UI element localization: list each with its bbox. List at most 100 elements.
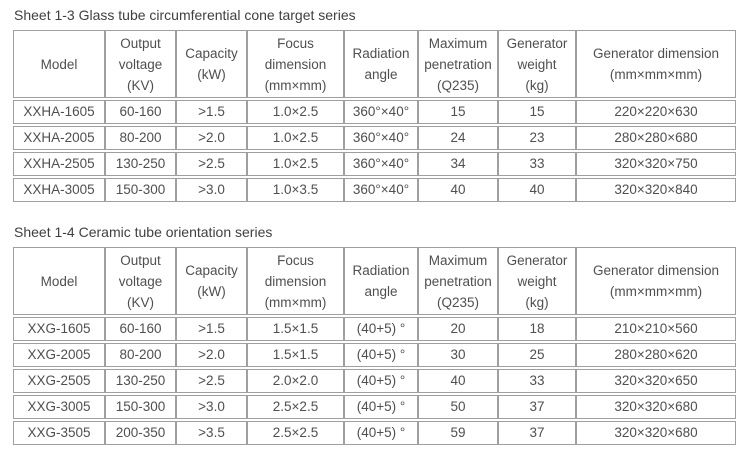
cell-model: XXG-2505: [13, 369, 105, 393]
column-header-max-penetration: Maximum penetration (Q235): [418, 247, 498, 315]
cell-radiation-angle: 360°×40°: [344, 100, 418, 124]
cell-focus-dimension: 1.5×1.5: [247, 343, 344, 367]
cell-max-penetration: 40: [418, 178, 498, 202]
cell-output-voltage: 130-250: [105, 369, 176, 393]
cell-output-voltage: 200-350: [105, 421, 176, 445]
cell-generator-dimension: 210×210×560: [576, 317, 736, 341]
column-header-focus-dimension: Focus dimension (mm×mm): [247, 247, 344, 315]
column-header-model: Model: [13, 247, 105, 315]
cell-output-voltage: 130-250: [105, 152, 176, 176]
column-header-generator-weight: Generator weight (kg): [498, 247, 576, 315]
cell-generator-weight: 15: [498, 100, 576, 124]
cell-generator-dimension: 320×320×650: [576, 369, 736, 393]
cell-radiation-angle: (40+5) °: [344, 395, 418, 419]
table-row: XXHA-2005 80-200 >2.0 1.0×2.5 360°×40° 2…: [13, 126, 736, 150]
cell-radiation-angle: (40+5) °: [344, 343, 418, 367]
cell-radiation-angle: (40+5) °: [344, 369, 418, 393]
cell-model: XXHA-1605: [13, 100, 105, 124]
ceramic-tube-spec-table: Model Output voltage (KV) Capacity (kW) …: [13, 245, 736, 447]
column-header-output-voltage: Output voltage (KV): [105, 247, 176, 315]
sheet-1-3-title: Sheet 1-3 Glass tube circumferential con…: [14, 7, 356, 23]
cell-generator-dimension: 280×280×620: [576, 343, 736, 367]
cell-focus-dimension: 1.0×2.5: [247, 100, 344, 124]
cell-max-penetration: 30: [418, 343, 498, 367]
cell-radiation-angle: (40+5) °: [344, 421, 418, 445]
cell-generator-weight: 37: [498, 395, 576, 419]
cell-max-penetration: 34: [418, 152, 498, 176]
cell-radiation-angle: 360°×40°: [344, 152, 418, 176]
cell-output-voltage: 80-200: [105, 343, 176, 367]
cell-max-penetration: 15: [418, 100, 498, 124]
cell-max-penetration: 24: [418, 126, 498, 150]
cell-generator-dimension: 320×320×680: [576, 395, 736, 419]
cell-generator-dimension: 320×320×840: [576, 178, 736, 202]
column-header-output-voltage: Output voltage (KV): [105, 30, 176, 98]
cell-generator-weight: 40: [498, 178, 576, 202]
column-header-generator-weight: Generator weight (kg): [498, 30, 576, 98]
cell-max-penetration: 40: [418, 369, 498, 393]
cell-focus-dimension: 1.0×2.5: [247, 152, 344, 176]
cell-capacity: >3.0: [176, 395, 247, 419]
cell-capacity: >3.0: [176, 178, 247, 202]
table-row: XXG-3005 150-300 >3.0 2.5×2.5 (40+5) ° 5…: [13, 395, 736, 419]
table-row: XXG-2505 130-250 >2.5 2.0×2.0 (40+5) ° 4…: [13, 369, 736, 393]
glass-tube-spec-table: Model Output voltage (KV) Capacity (kW) …: [13, 28, 736, 204]
cell-generator-weight: 23: [498, 126, 576, 150]
cell-output-voltage: 60-160: [105, 100, 176, 124]
table-row: XXG-3505 200-350 >3.5 2.5×2.5 (40+5) ° 5…: [13, 421, 736, 445]
column-header-radiation-angle: Radiation angle: [344, 247, 418, 315]
cell-output-voltage: 150-300: [105, 178, 176, 202]
cell-output-voltage: 80-200: [105, 126, 176, 150]
cell-model: XXHA-2005: [13, 126, 105, 150]
cell-generator-weight: 33: [498, 152, 576, 176]
cell-focus-dimension: 1.5×1.5: [247, 317, 344, 341]
cell-model: XXHA-2505: [13, 152, 105, 176]
cell-focus-dimension: 2.0×2.0: [247, 369, 344, 393]
column-header-model: Model: [13, 30, 105, 98]
column-header-max-penetration: Maximum penetration (Q235): [418, 30, 498, 98]
cell-model: XXG-3505: [13, 421, 105, 445]
ceramic-tube-section: Sheet 1-4 Ceramic tube orientation serie…: [13, 224, 750, 447]
column-header-radiation-angle: Radiation angle: [344, 30, 418, 98]
cell-max-penetration: 20: [418, 317, 498, 341]
cell-generator-weight: 25: [498, 343, 576, 367]
cell-capacity: >2.0: [176, 343, 247, 367]
cell-radiation-angle: 360°×40°: [344, 126, 418, 150]
cell-focus-dimension: 1.0×2.5: [247, 126, 344, 150]
cell-max-penetration: 59: [418, 421, 498, 445]
sheet-1-4-title: Sheet 1-4 Ceramic tube orientation serie…: [14, 224, 273, 240]
column-header-generator-dimension: Generator dimension (mm×mm×mm): [576, 247, 736, 315]
column-header-capacity: Capacity (kW): [176, 247, 247, 315]
cell-generator-dimension: 280×280×680: [576, 126, 736, 150]
cell-capacity: >3.5: [176, 421, 247, 445]
cell-generator-weight: 33: [498, 369, 576, 393]
cell-focus-dimension: 2.5×2.5: [247, 421, 344, 445]
column-header-focus-dimension: Focus dimension (mm×mm): [247, 30, 344, 98]
cell-generator-dimension: 220×220×630: [576, 100, 736, 124]
cell-capacity: >1.5: [176, 317, 247, 341]
header-row: Model Output voltage (KV) Capacity (kW) …: [13, 247, 736, 315]
cell-capacity: >2.5: [176, 369, 247, 393]
cell-capacity: >1.5: [176, 100, 247, 124]
cell-generator-weight: 18: [498, 317, 576, 341]
column-header-generator-dimension: Generator dimension (mm×mm×mm): [576, 30, 736, 98]
cell-focus-dimension: 2.5×2.5: [247, 395, 344, 419]
cell-output-voltage: 60-160: [105, 317, 176, 341]
cell-radiation-angle: 360°×40°: [344, 178, 418, 202]
cell-model: XXG-2005: [13, 343, 105, 367]
table-row: XXG-1605 60-160 >1.5 1.5×1.5 (40+5) ° 20…: [13, 317, 736, 341]
cell-model: XXG-3005: [13, 395, 105, 419]
table-row: XXG-2005 80-200 >2.0 1.5×1.5 (40+5) ° 30…: [13, 343, 736, 367]
cell-generator-dimension: 320×320×750: [576, 152, 736, 176]
cell-generator-weight: 37: [498, 421, 576, 445]
glass-tube-section: Sheet 1-3 Glass tube circumferential con…: [13, 7, 750, 204]
table-row: XXHA-1605 60-160 >1.5 1.0×2.5 360°×40° 1…: [13, 100, 736, 124]
cell-radiation-angle: (40+5) °: [344, 317, 418, 341]
cell-max-penetration: 50: [418, 395, 498, 419]
header-row: Model Output voltage (KV) Capacity (kW) …: [13, 30, 736, 98]
cell-model: XXHA-3005: [13, 178, 105, 202]
cell-capacity: >2.0: [176, 126, 247, 150]
cell-output-voltage: 150-300: [105, 395, 176, 419]
table-row: XXHA-3005 150-300 >3.0 1.0×3.5 360°×40° …: [13, 178, 736, 202]
cell-capacity: >2.5: [176, 152, 247, 176]
